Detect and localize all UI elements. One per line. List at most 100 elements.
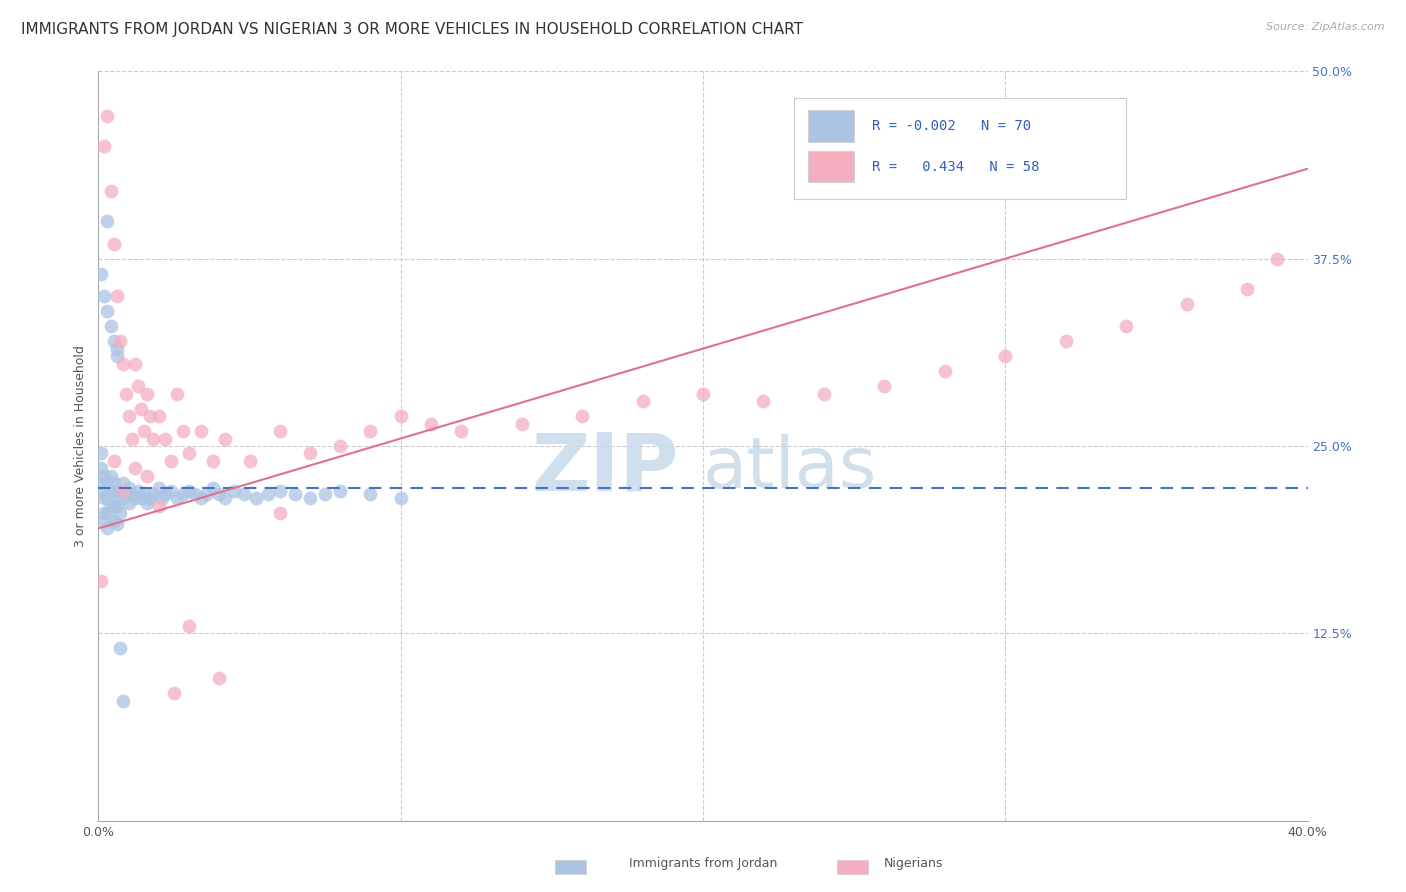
Text: ZIP: ZIP (531, 429, 679, 508)
Point (314, 487, 336, 501)
Point (179, 446, 201, 460)
Point (103, 514, 125, 528)
Point (100, 469, 122, 483)
Point (202, 481, 225, 495)
Text: IMMIGRANTS FROM JORDAN VS NIGERIAN 3 OR MORE VEHICLES IN HOUSEHOLD CORRELATION C: IMMIGRANTS FROM JORDAN VS NIGERIAN 3 OR … (21, 22, 803, 37)
Point (208, 671, 231, 685)
Point (121, 432, 143, 446)
Point (184, 487, 207, 501)
Point (329, 483, 352, 498)
Point (389, 491, 412, 506)
Point (96, 109, 118, 123)
Point (873, 379, 896, 393)
Point (100, 184, 122, 198)
Point (135, 469, 157, 483)
Point (111, 694, 134, 708)
Point (239, 454, 262, 468)
Point (103, 499, 125, 513)
Point (105, 342, 128, 356)
Point (166, 491, 188, 506)
Point (139, 409, 162, 423)
Point (284, 487, 307, 501)
Point (1175, 296, 1198, 310)
Point (108, 334, 131, 348)
Point (190, 491, 212, 506)
Point (90, 574, 112, 588)
Text: atlas: atlas (703, 434, 877, 503)
Point (153, 432, 176, 446)
Point (93, 491, 115, 506)
Bar (808, 111, 855, 142)
Point (813, 386, 835, 401)
Point (124, 357, 146, 371)
Point (100, 499, 122, 513)
Point (150, 491, 173, 506)
Point (1115, 319, 1137, 334)
Point (153, 487, 176, 501)
Point (111, 357, 134, 371)
Point (111, 476, 134, 491)
Point (179, 483, 201, 498)
Point (510, 417, 533, 431)
Point (172, 424, 194, 438)
Point (148, 481, 170, 495)
Point (202, 454, 225, 468)
Point (129, 491, 152, 506)
Point (214, 432, 236, 446)
Point (96, 491, 118, 506)
Point (103, 476, 125, 491)
Point (195, 487, 218, 501)
Point (93, 289, 115, 303)
Text: Source: ZipAtlas.com: Source: ZipAtlas.com (1267, 22, 1385, 32)
Bar (808, 151, 855, 182)
Point (420, 417, 443, 431)
Point (163, 686, 186, 700)
Point (118, 481, 141, 495)
Point (111, 491, 134, 506)
Point (232, 487, 254, 501)
Point (360, 424, 382, 438)
Point (105, 483, 128, 498)
Text: Nigerians: Nigerians (884, 857, 943, 870)
Point (96, 521, 118, 535)
Text: R =   0.434   N = 58: R = 0.434 N = 58 (872, 160, 1040, 174)
Point (93, 507, 115, 521)
Point (90, 267, 112, 281)
Point (132, 487, 155, 501)
Point (160, 454, 183, 468)
Point (127, 379, 149, 393)
Point (139, 491, 162, 506)
Point (105, 499, 128, 513)
Point (103, 236, 125, 251)
Point (124, 461, 146, 475)
Point (179, 619, 201, 633)
Point (90, 461, 112, 475)
Point (142, 432, 165, 446)
Point (93, 514, 115, 528)
Point (135, 496, 157, 510)
Point (103, 454, 125, 468)
Point (172, 487, 194, 501)
Point (90, 476, 112, 491)
Point (124, 491, 146, 506)
Point (299, 446, 322, 460)
FancyBboxPatch shape (793, 97, 1126, 199)
Point (96, 304, 118, 318)
Point (269, 483, 291, 498)
Point (631, 394, 654, 409)
Point (148, 409, 170, 423)
Point (160, 483, 183, 498)
Point (299, 491, 322, 506)
Point (96, 476, 118, 491)
Text: Immigrants from Jordan: Immigrants from Jordan (628, 857, 778, 870)
Text: R = -0.002   N = 70: R = -0.002 N = 70 (872, 119, 1032, 133)
Point (224, 483, 246, 498)
Point (108, 641, 131, 656)
Point (93, 483, 115, 498)
Point (132, 424, 155, 438)
Point (148, 499, 170, 513)
Point (100, 319, 122, 334)
Point (93, 139, 115, 153)
Point (360, 487, 382, 501)
Point (118, 496, 141, 510)
